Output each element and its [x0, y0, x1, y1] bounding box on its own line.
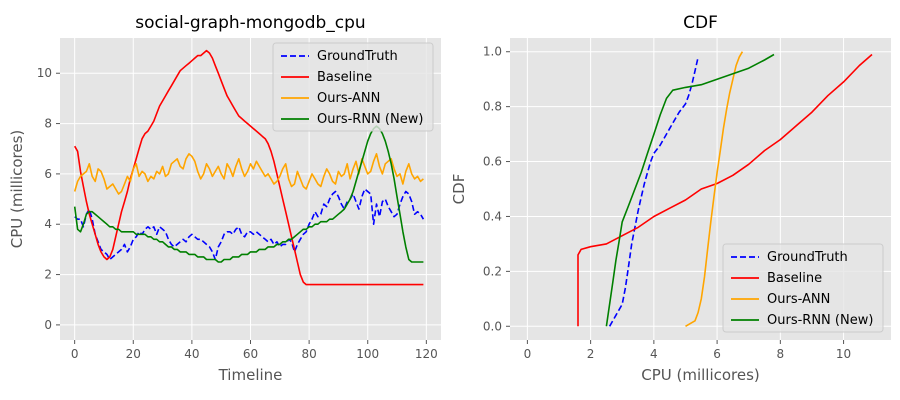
legend-entry: Ours-ANN [767, 292, 830, 307]
x-tick-label: 0 [71, 347, 79, 361]
series-groundtruth [608, 57, 699, 327]
timeline-chart: 0 20 40 60 80 100 120 0 2 4 6 8 10 social-graph-mong… [8, 13, 441, 384]
x-tick-label: 80 [301, 347, 316, 361]
legend-box [722, 243, 884, 333]
x-tick-label: 10 [836, 347, 851, 361]
legend-entry: GroundTruth [317, 49, 398, 64]
cdf-ticks: 0 2 4 6 8 10 0.0 0.2 0.4 0.6 0.8 1.0 [483, 45, 851, 361]
timeline-ticks: 0 20 40 60 80 100 120 0 2 4 6 8 10 [37, 66, 438, 361]
y-tick-label: 0.8 [483, 100, 502, 114]
y-tick-label: 0 [44, 318, 52, 332]
series-baseline [577, 53, 873, 327]
timeline-grid [60, 38, 441, 340]
series-ours-ann [73, 153, 424, 195]
x-tick-label: 4 [650, 347, 658, 361]
x-tick-label: 6 [713, 347, 721, 361]
y-tick-label: 4 [44, 217, 52, 231]
y-tick-label: 0.4 [483, 209, 502, 223]
series-ours-rnn-new [73, 125, 424, 263]
cdf-legend: GroundTruth Baseline Ours-ANN Ours-RNN (New… [722, 243, 884, 333]
y-tick-label: 1.0 [483, 45, 502, 59]
cdf-x-axis-label: CPU (millicores) [641, 366, 760, 384]
x-tick-label: 40 [184, 347, 199, 361]
cdf-grid [510, 38, 891, 340]
y-tick-label: 2 [44, 268, 52, 282]
cdf-chart-title: CDF [683, 13, 718, 33]
y-tick-label: 0.2 [483, 264, 502, 278]
legend-entry: Ours-RNN (New) [767, 313, 873, 328]
y-tick-label: 0.6 [483, 155, 502, 169]
timeline-chart-title: social-graph-mongodb_cpu [135, 13, 365, 33]
cdf-chart: 0 2 4 6 8 10 0.0 0.2 0.4 0.6 0.8 1.0 CDF CPU (milli… [450, 13, 891, 384]
timeline-legend: GroundTruth Baseline Ours-ANN Ours-RNN (New… [272, 42, 434, 132]
x-tick-label: 120 [415, 347, 438, 361]
legend-entry: GroundTruth [767, 250, 848, 265]
series-groundtruth [74, 188, 425, 261]
series-ours-rnn-new [605, 53, 775, 327]
legend-entry: Ours-ANN [317, 91, 380, 106]
x-tick-label: 8 [777, 347, 785, 361]
y-tick-label: 6 [44, 167, 52, 181]
legend-entry: Baseline [767, 271, 822, 286]
y-tick-label: 10 [37, 66, 52, 80]
series-ours-ann [685, 51, 744, 327]
legend-box [272, 42, 434, 132]
y-tick-label: 0.0 [483, 319, 502, 333]
x-tick-label: 2 [587, 347, 595, 361]
legend-entry: Ours-RNN (New) [317, 112, 423, 127]
x-tick-label: 0 [524, 347, 532, 361]
x-tick-label: 20 [126, 347, 141, 361]
cdf-y-axis-label: CDF [450, 174, 468, 205]
timeline-x-axis-label: Timeline [218, 366, 283, 384]
legend-entry: Baseline [317, 70, 372, 85]
x-tick-label: 100 [356, 347, 379, 361]
timeline-y-axis-label: CPU (millicores) [8, 130, 26, 249]
x-tick-label: 60 [243, 347, 258, 361]
cdf-series [577, 51, 873, 327]
y-tick-label: 8 [44, 117, 52, 131]
timeline-series [73, 49, 425, 286]
